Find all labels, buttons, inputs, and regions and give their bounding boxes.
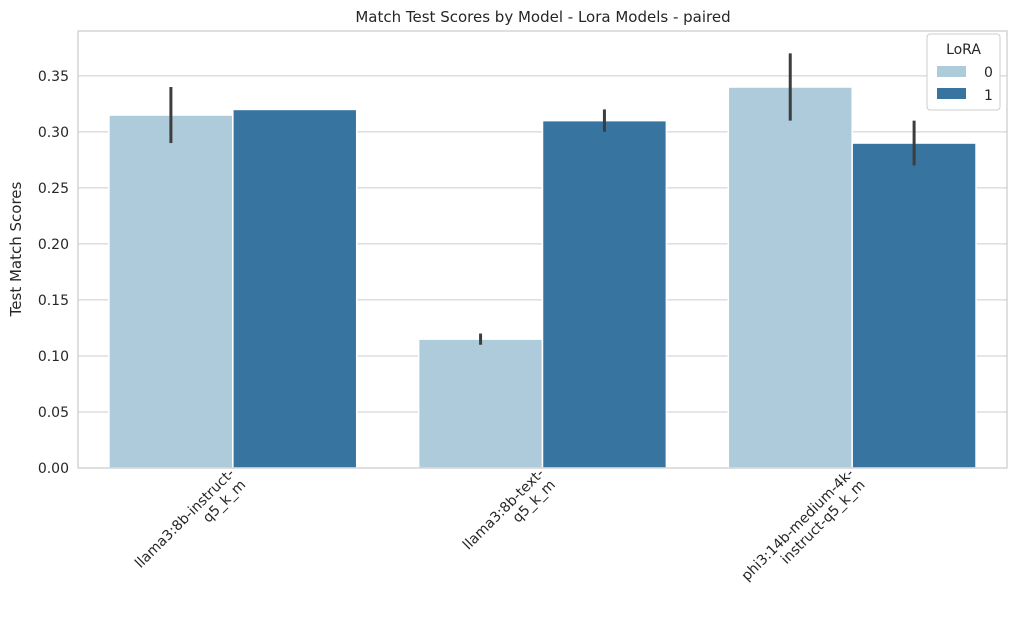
x-tick-label-line: llama3:8b-instruct-: [132, 466, 238, 572]
x-tick-labels: llama3:8b-instruct-q5_k_m llama3:8b-text-…: [132, 466, 869, 585]
y-tick-label: 0.30: [38, 125, 69, 141]
bars: [108, 86, 977, 469]
chart-title: Match Test Scores by Model - Lora Models…: [355, 8, 730, 26]
x-tick-label: phi3:14b-medium-4k-instruct-q5_k_m: [739, 466, 869, 585]
bar-lora-0: [727, 86, 853, 469]
x-tick-label: llama3:8b-text-q5_k_m: [460, 466, 559, 553]
legend-label-lora-0: 0: [984, 65, 993, 81]
y-axis-title: Test Match Scores: [7, 181, 25, 317]
bar-lora-0: [417, 338, 544, 469]
y-tick-label: 0.15: [38, 293, 69, 309]
bar-lora-1: [232, 108, 358, 469]
legend-swatch-lora-1: [937, 88, 966, 99]
x-tick-label-line: phi3:14b-medium-4k-: [739, 466, 858, 585]
legend-swatch-lora-0: [937, 66, 966, 77]
legend: LoRA 0 1: [926, 33, 1001, 111]
error-bars: [169, 53, 916, 345]
y-tick-label: 0.35: [38, 69, 69, 85]
bar-lora-0: [108, 114, 234, 469]
y-tick-label: 0.10: [38, 349, 69, 365]
y-tick-label: 0.05: [38, 405, 69, 421]
bar-lora-1: [851, 142, 977, 469]
y-tick-label: 0.25: [38, 181, 69, 197]
legend-label-lora-1: 1: [984, 88, 993, 104]
x-tick-label: llama3:8b-instruct-q5_k_m: [132, 466, 249, 572]
legend-title: LoRA: [946, 42, 981, 58]
y-tick-label: 0.00: [38, 461, 69, 477]
y-tick-label: 0.20: [38, 237, 69, 253]
bar-lora-1: [541, 119, 668, 469]
plot-frame: [77, 30, 1008, 469]
y-tick-labels: 0.00 0.05 0.10 0.15 0.20 0.25 0.30 0.35: [38, 69, 69, 477]
